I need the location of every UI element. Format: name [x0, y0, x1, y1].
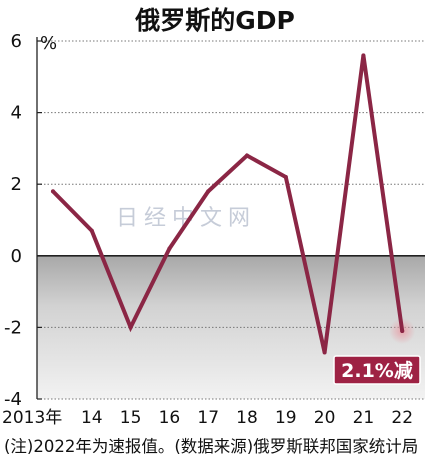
- x-tick-label: 21: [353, 408, 375, 428]
- y-unit-label: %: [40, 33, 57, 54]
- series-group: [51, 53, 416, 355]
- x-tick-label: 20: [314, 408, 336, 428]
- gridlines: [37, 40, 425, 400]
- y-tick-label: 4: [11, 103, 22, 124]
- series-line: [51, 55, 405, 353]
- y-tick-label: 6: [11, 31, 22, 52]
- data-point: [167, 246, 172, 251]
- source-note: (注)2022年为速报值。(数据来源)俄罗斯联邦国家统计局: [4, 437, 418, 456]
- data-point: [245, 153, 249, 158]
- x-tick-label: 2013年: [2, 408, 62, 428]
- data-point: [206, 189, 211, 194]
- annotation-badge: 2.1%减: [333, 355, 421, 385]
- x-tick-label: 18: [236, 408, 258, 428]
- data-point: [128, 325, 133, 330]
- data-point: [89, 228, 94, 233]
- x-tick-label: 17: [197, 408, 219, 428]
- y-tick-label: -2: [4, 317, 22, 338]
- x-tick-label: 15: [120, 408, 142, 428]
- y-tick-label: 2: [11, 174, 22, 195]
- data-point: [400, 328, 405, 333]
- data-point: [361, 53, 366, 58]
- x-tick-label: 14: [81, 408, 103, 428]
- y-ticks: 6 4 2 0 -2 -4: [4, 31, 42, 410]
- y-tick-label: -4: [4, 389, 22, 410]
- x-tick-label: 16: [159, 408, 181, 428]
- data-point: [322, 350, 327, 355]
- y-tick-label: 0: [11, 246, 22, 267]
- data-point: [283, 175, 288, 180]
- x-tick-label: 19: [275, 408, 297, 428]
- x-tick-label: 22: [391, 408, 413, 428]
- annotation-background: [333, 355, 421, 385]
- chart-title: 俄罗斯的GDP: [134, 6, 295, 35]
- data-point: [51, 189, 55, 194]
- x-ticks: 2013年 14 15 16 17 18 19 20 21 22: [2, 408, 413, 428]
- annotation-label: 2.1%减: [341, 359, 413, 382]
